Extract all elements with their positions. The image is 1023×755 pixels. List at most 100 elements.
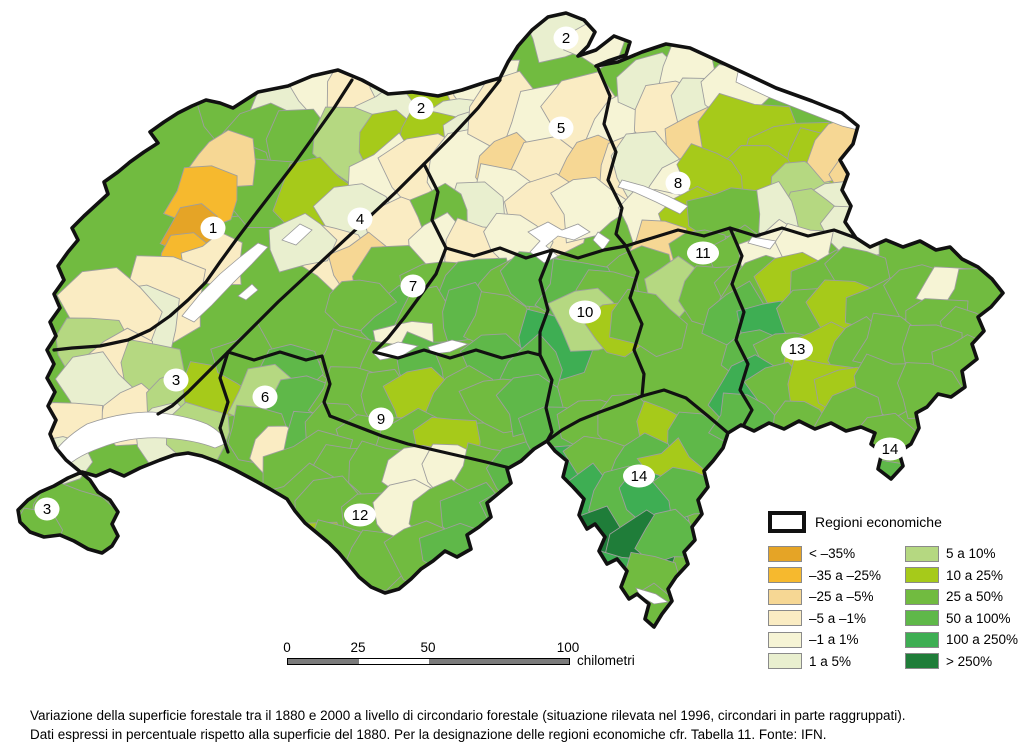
region-marker: 6: [252, 385, 278, 409]
legend-item: 25 a 50%: [905, 586, 1018, 608]
legend-class-label: –1 a 1%: [809, 632, 859, 648]
legend-class-label: 100 a 250%: [946, 632, 1019, 648]
region-marker: 5: [548, 116, 574, 140]
legend-class-label: 50 a 100%: [946, 610, 1011, 626]
region-marker: 7: [400, 274, 426, 298]
legend-item: 50 a 100%: [905, 608, 1018, 630]
region-number: 14: [631, 468, 648, 485]
legend-item: 5 a 10%: [905, 543, 1018, 565]
legend-item: > 250%: [905, 651, 1018, 673]
legend-swatch: [905, 631, 939, 648]
legend-column-positive: 5 a 10% 10 a 25% 25 a 50% 50 a 100% 100 a 25…: [905, 543, 1018, 672]
region-marker: 10: [569, 300, 601, 324]
region-number: 10: [577, 304, 594, 321]
region-marker: 2: [553, 26, 579, 50]
lakes-layer: [46, 71, 859, 605]
region-number: 11: [695, 245, 711, 262]
legend-class-label: 5 a 10%: [946, 546, 996, 562]
legend-swatch: [905, 610, 939, 627]
region-number: 5: [557, 120, 565, 137]
legend-class-label: 10 a 25%: [946, 567, 1004, 583]
lake-biel: [281, 223, 313, 246]
region-number: 2: [562, 30, 570, 47]
forest-district: [856, 456, 919, 508]
legend-swatch: [905, 545, 939, 562]
legend-item: < –35%: [768, 543, 903, 565]
region-marker: 12: [344, 503, 376, 527]
scale-bar-segment: [288, 659, 359, 664]
legend-item: –25 a –5%: [768, 586, 903, 608]
region-number: 8: [674, 175, 682, 192]
legend-swatch: [768, 653, 802, 670]
legend-item: 10 a 25%: [905, 565, 1018, 587]
economic-regions-symbol: [768, 511, 806, 533]
region-marker: 8: [665, 171, 691, 195]
region-number: 1: [209, 220, 217, 237]
figure-caption: Variazione della superficie forestale tr…: [30, 706, 1005, 744]
legend-item: –1 a 1%: [768, 629, 903, 651]
legend: Regioni economiche < –35% –35 a –25% –25 a…: [768, 511, 1020, 672]
legend-swatch: [768, 631, 802, 648]
forest-change-map: 1 2 2 3 3 4 5 6 7 8 9 10 11 12 13 14 14: [16, 11, 1005, 629]
region-marker: 11: [687, 241, 719, 265]
legend-swatch: [905, 588, 939, 605]
region-marker: 3: [34, 497, 60, 521]
scale-tick-label: 25: [350, 640, 366, 655]
legend-class-label: 1 a 5%: [809, 653, 852, 669]
region-marker: 14: [623, 464, 655, 488]
region-number: 3: [43, 501, 51, 518]
scale-bar-segment: [359, 659, 429, 664]
region-number: 13: [789, 341, 806, 358]
lake-morat: [237, 283, 259, 301]
legend-swatch: [768, 545, 802, 562]
legend-classes: < –35% –35 a –25% –25 a –5% –5 a –1% –1 a 1%…: [768, 543, 1020, 672]
economic-region-borders: [52, 66, 858, 470]
legend-class-label: > 250%: [946, 653, 993, 669]
region-number: 4: [356, 211, 364, 228]
region-number: 14: [882, 441, 899, 458]
region-number: 12: [352, 507, 369, 524]
economic-regions-label: Regioni economiche: [815, 514, 942, 530]
forest-district: [324, 279, 398, 332]
legend-class-label: < –35%: [809, 546, 856, 562]
legend-item: –35 a –25%: [768, 565, 903, 587]
region-marker: 4: [347, 207, 373, 231]
legend-class-label: 25 a 50%: [946, 589, 1004, 605]
region-marker: 13: [781, 337, 813, 361]
caption-line-2: Dati espressi in percentuale rispetto al…: [30, 727, 827, 742]
legend-swatch: [768, 588, 802, 605]
legend-swatch: [905, 653, 939, 670]
region-number: 2: [417, 100, 425, 117]
region-marker: 9: [368, 407, 394, 431]
region-number: 7: [409, 278, 417, 295]
forest-district: [609, 288, 688, 358]
legend-item: 100 a 250%: [905, 629, 1018, 651]
lake-walen: [747, 236, 777, 250]
lake-maggiore: [601, 559, 617, 598]
region-marker: 3: [163, 368, 189, 392]
caption-line-1: Variazione della superficie forestale tr…: [30, 708, 906, 723]
region-marker: 2: [408, 96, 434, 120]
region-number: 3: [172, 372, 180, 389]
lake-zurich: [617, 179, 689, 215]
legend-swatch: [768, 567, 802, 584]
lake-neuchatel: [181, 242, 269, 323]
legend-swatch: [768, 610, 802, 627]
scale-tick-label: 0: [283, 640, 291, 655]
legend-swatch: [905, 567, 939, 584]
region-number: 9: [377, 411, 385, 428]
region-marker: 14: [874, 437, 906, 461]
scale-bar-segment: [429, 659, 569, 664]
legend-class-label: –35 a –25%: [809, 567, 882, 583]
forest-district: [268, 212, 338, 273]
scale-bar: chilometri 0 25 50 100: [283, 640, 647, 668]
legend-class-label: –25 a –5%: [809, 589, 874, 605]
legend-item: –5 a –1%: [768, 608, 903, 630]
scale-tick-label: 50: [420, 640, 436, 655]
region-marker: 1: [200, 216, 226, 240]
national-border: [16, 11, 1005, 629]
scale-bar-track: [287, 658, 570, 665]
legend-class-label: –5 a –1%: [809, 610, 867, 626]
